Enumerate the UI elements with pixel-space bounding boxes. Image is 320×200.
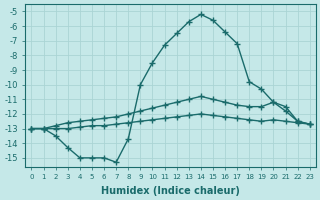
X-axis label: Humidex (Indice chaleur): Humidex (Indice chaleur) [101,186,240,196]
